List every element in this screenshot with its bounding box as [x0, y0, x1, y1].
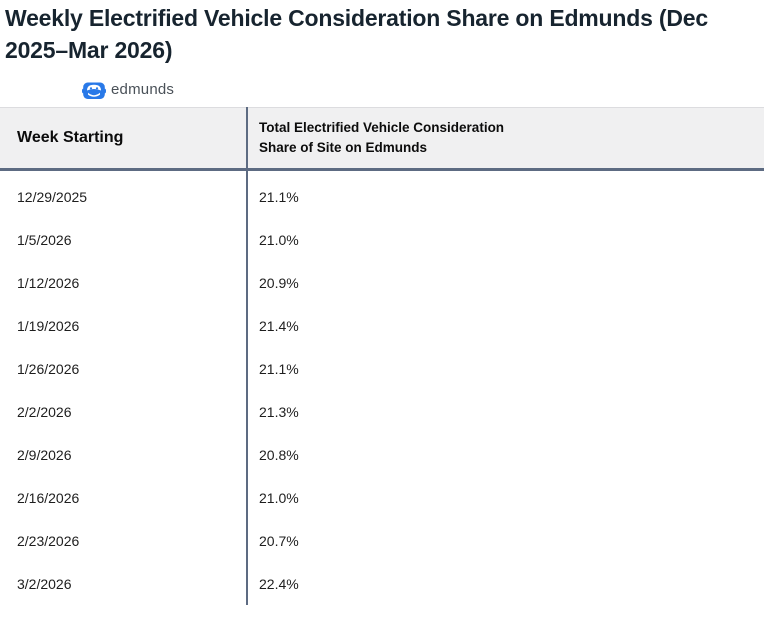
share-cell: 21.0% — [259, 489, 299, 506]
week-starting-cell: 1/19/2026 — [17, 317, 80, 334]
table-row: 2/23/2026 20.7% — [0, 519, 764, 562]
share-cell: 21.1% — [259, 360, 299, 377]
table-row: 1/12/2026 20.9% — [0, 261, 764, 304]
share-cell: 20.9% — [259, 274, 299, 291]
table-row: 1/26/2026 21.1% — [0, 347, 764, 390]
share-cell: 21.3% — [259, 403, 299, 420]
data-table: Week Starting Total Electrified Vehicle … — [0, 107, 764, 605]
week-starting-cell: 1/5/2026 — [17, 231, 72, 248]
table-row: 2/2/2026 21.3% — [0, 390, 764, 433]
brand-name: edmunds — [111, 81, 175, 98]
week-starting-cell: 3/2/2026 — [17, 575, 72, 592]
col-header-line2: Share of Site on Edmunds — [259, 140, 428, 155]
share-cell: 20.7% — [259, 532, 299, 549]
week-starting-cell: 2/23/2026 — [17, 532, 80, 549]
share-cell: 22.4% — [259, 575, 299, 592]
table-row: 2/16/2026 21.0% — [0, 476, 764, 519]
week-starting-cell: 2/9/2026 — [17, 446, 72, 463]
week-starting-cell: 1/26/2026 — [17, 360, 80, 377]
table-header-row: Week Starting Total Electrified Vehicle … — [0, 107, 764, 171]
table-row: 3/2/2026 22.4% — [0, 562, 764, 605]
col-header-week-starting: Week Starting — [17, 129, 124, 146]
page-title: Weekly Electrified Vehicle Consideration… — [5, 5, 708, 63]
column-divider — [246, 107, 248, 605]
table-row: 1/5/2026 21.0% — [0, 218, 764, 261]
edmunds-logo[interactable]: edmunds — [82, 79, 764, 100]
table-row: 12/29/2025 21.1% — [0, 175, 764, 218]
week-starting-cell: 1/12/2026 — [17, 274, 80, 291]
col-header-consideration-share: Total Electrified Vehicle Consideration … — [246, 108, 764, 168]
share-cell: 21.4% — [259, 317, 299, 334]
week-starting-cell: 2/2/2026 — [17, 403, 72, 420]
share-cell: 21.0% — [259, 231, 299, 248]
share-cell: 20.8% — [259, 446, 299, 463]
table-row: 2/9/2026 20.8% — [0, 433, 764, 476]
share-cell: 21.1% — [259, 188, 299, 205]
car-icon — [82, 80, 106, 100]
table-body: 12/29/2025 21.1% 1/5/2026 21.0% 1/12/2026 20.… — [0, 171, 764, 605]
col-header-line1: Total Electrified Vehicle Consideration — [259, 120, 505, 135]
table-row: 1/19/2026 21.4% — [0, 304, 764, 347]
week-starting-cell: 12/29/2025 — [17, 188, 88, 205]
week-starting-cell: 2/16/2026 — [17, 489, 80, 506]
